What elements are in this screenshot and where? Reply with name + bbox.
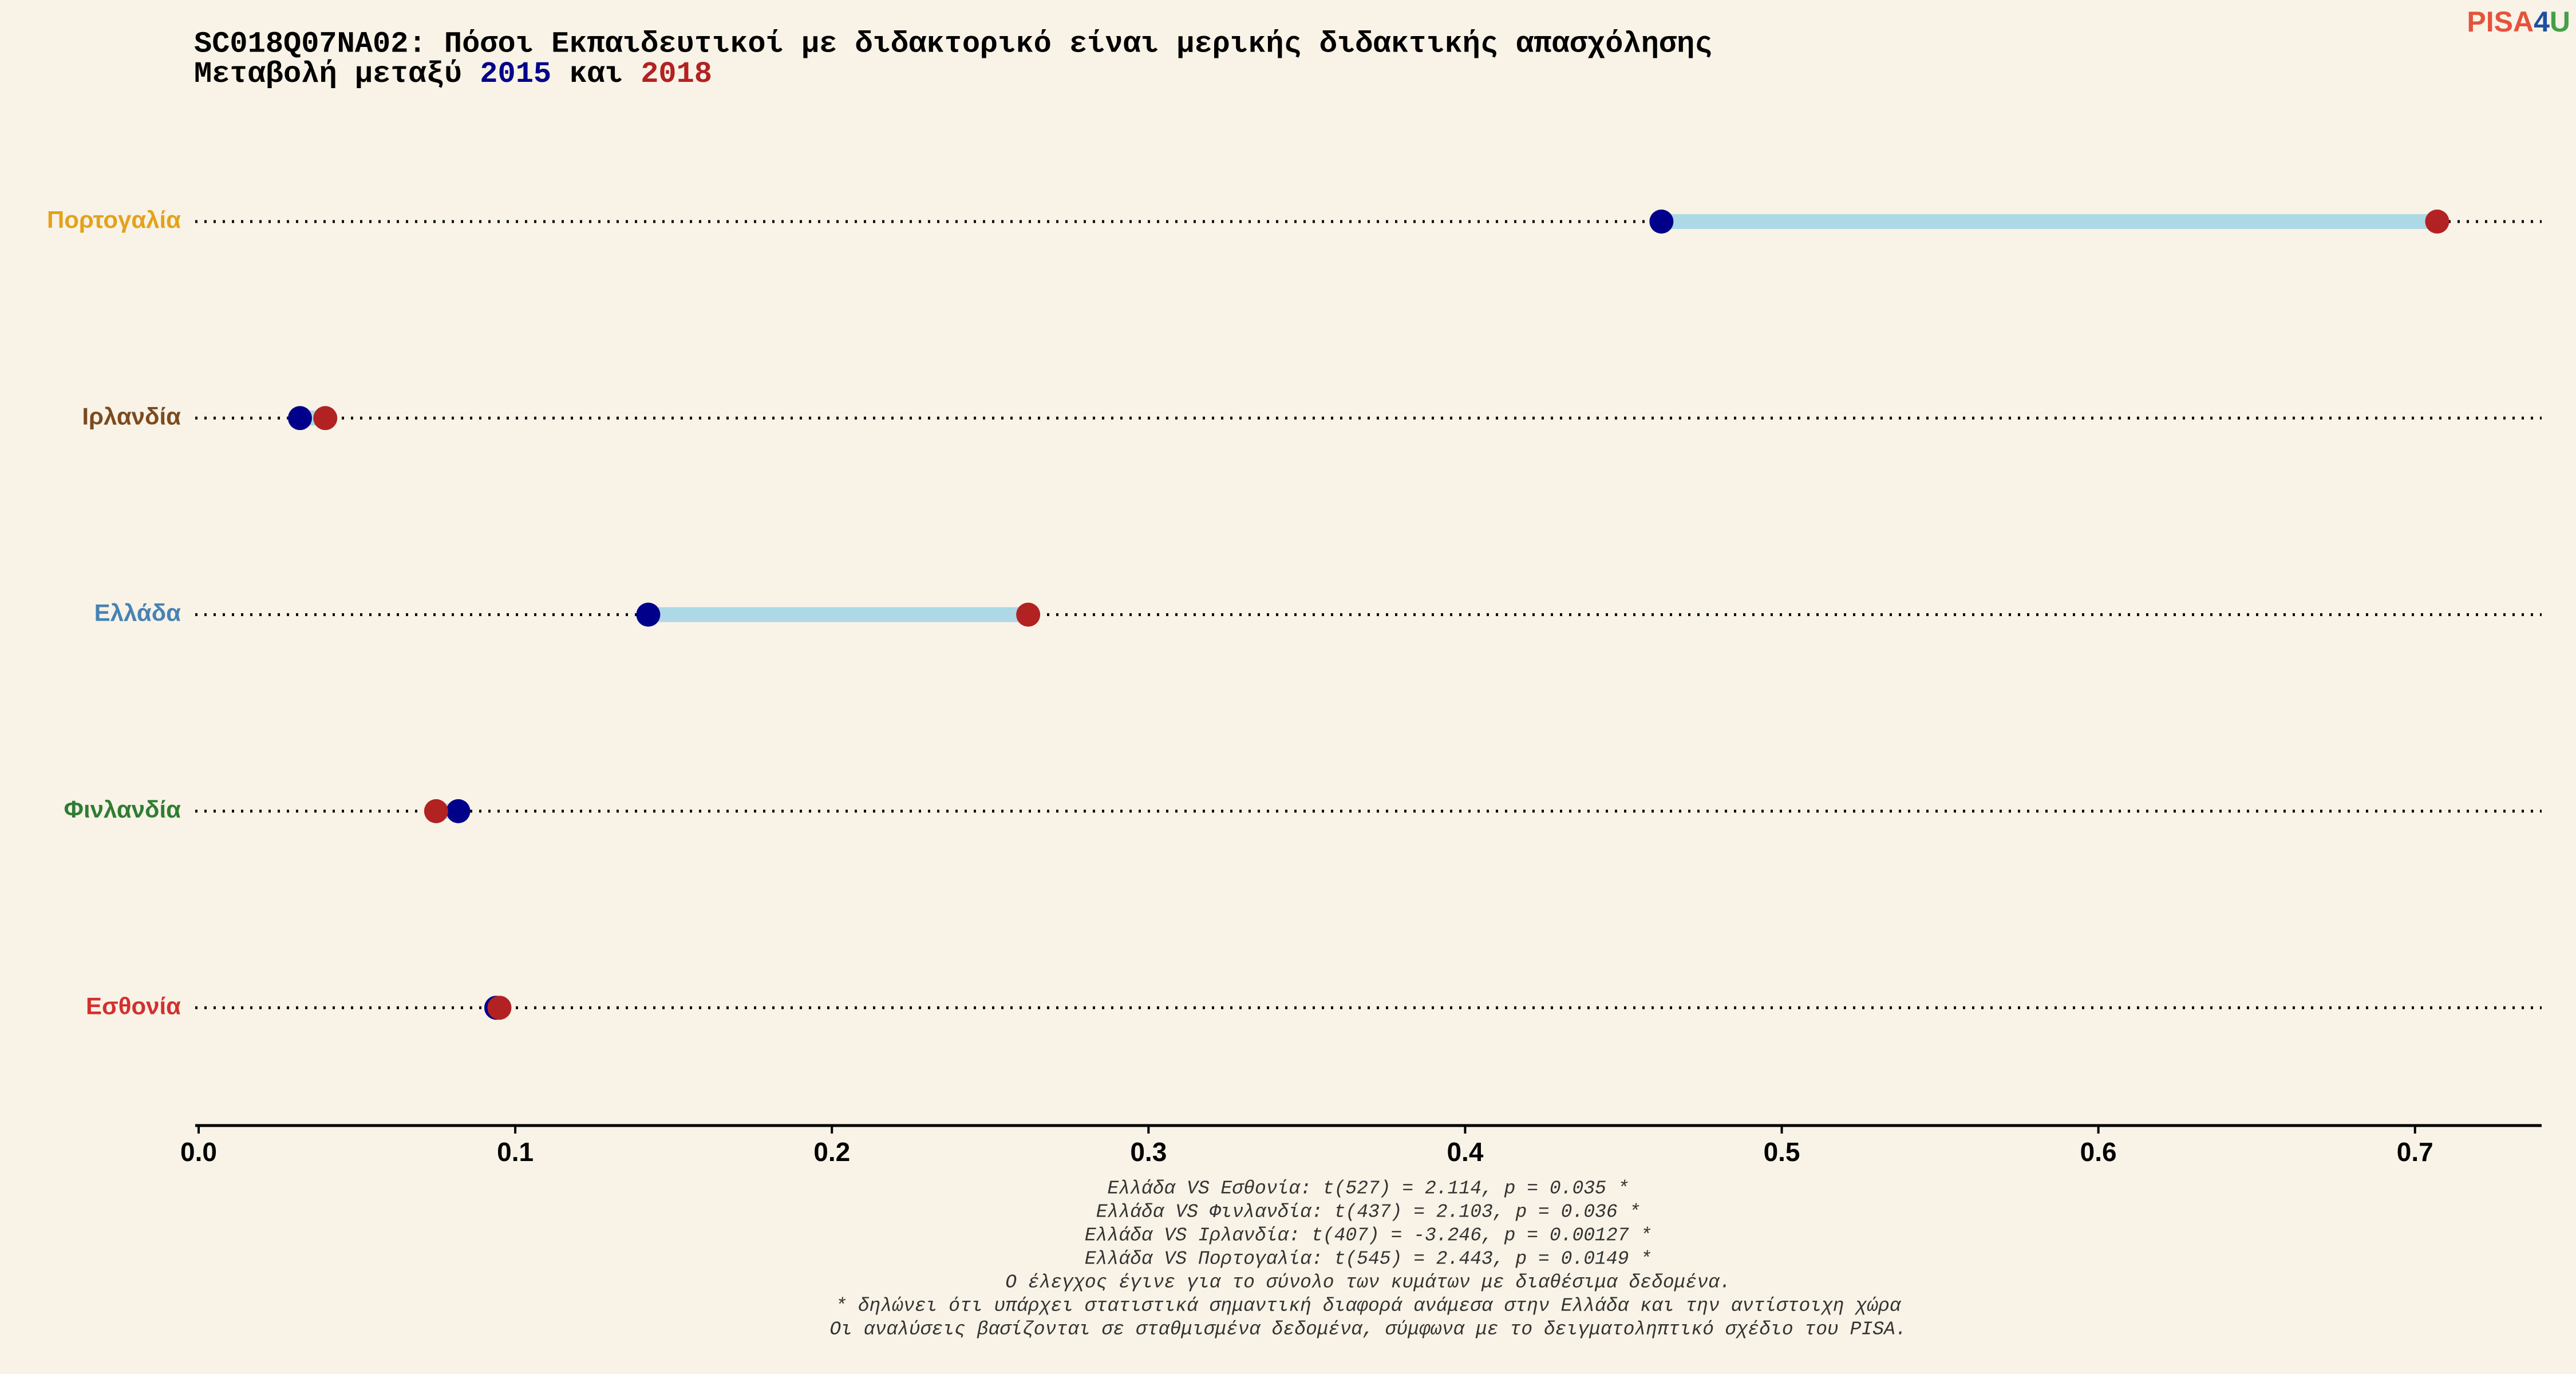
- x-tick-label: 0.6: [2080, 1137, 2117, 1167]
- point: [313, 406, 338, 431]
- legend-entry: 2018: [641, 57, 712, 91]
- legend-entry: 2015: [480, 57, 551, 91]
- footnote: Οι αναλύσεις βασίζονται σε σταθμισμένα δ…: [829, 1319, 1906, 1340]
- footnote: Ελλάδα VS Εσθονία: t(527) = 2.114, p = 0…: [1108, 1178, 1629, 1199]
- x-tick-label: 0.2: [813, 1137, 850, 1167]
- point: [1649, 210, 1674, 234]
- y-tick-label: Εσθονία: [86, 992, 181, 1019]
- x-tick-label: 0.4: [1447, 1137, 1483, 1167]
- x-tick-label: 0.1: [497, 1137, 534, 1167]
- point: [446, 799, 471, 823]
- footnote: Ελλάδα VS Φινλανδία: t(437) = 2.103, p =…: [1096, 1202, 1641, 1223]
- footnote: Ελλάδα VS Ιρλανδία: t(407) = -3.246, p =…: [1085, 1225, 1652, 1246]
- footnote: Ο έλεγχος έγινε για το σύνολο των κυμάτω…: [1005, 1272, 1730, 1293]
- point: [487, 996, 512, 1020]
- y-tick-label: Πορτογαλία: [47, 206, 181, 233]
- x-tick-label: 0.5: [1764, 1137, 1800, 1167]
- logo-part: 4: [2534, 6, 2550, 38]
- point: [1016, 602, 1041, 627]
- chart-title: SC018Q07NA02: Πόσοι Εκπαιδευτικοί με διδ…: [194, 27, 1712, 61]
- subtitle-joiner: και: [569, 57, 623, 91]
- footnote: * δηλώνει ότι υπάρχει στατιστικά σημαντι…: [835, 1296, 1902, 1317]
- subtitle-prefix: Μεταβολή μεταξύ: [194, 57, 462, 91]
- footnote: Ελλάδα VS Πορτογαλία: t(545) = 2.443, p …: [1085, 1249, 1652, 1270]
- y-tick-label: Ελλάδα: [94, 599, 181, 626]
- logo-part: PISA: [2467, 6, 2534, 38]
- y-tick-label: Ιρλανδία: [82, 402, 181, 429]
- point: [636, 602, 661, 627]
- point: [424, 799, 448, 823]
- point: [287, 406, 312, 431]
- x-tick-label: 0.0: [180, 1137, 217, 1167]
- x-tick-label: 0.7: [2397, 1137, 2433, 1167]
- point: [2425, 210, 2449, 234]
- logo: PISA4U: [2467, 6, 2570, 38]
- y-tick-label: Φινλανδία: [64, 796, 181, 823]
- chart-subtitle: Μεταβολή μεταξύ 2015 και 2018: [194, 57, 712, 91]
- logo-part: U: [2550, 6, 2570, 38]
- x-tick-label: 0.3: [1130, 1137, 1167, 1167]
